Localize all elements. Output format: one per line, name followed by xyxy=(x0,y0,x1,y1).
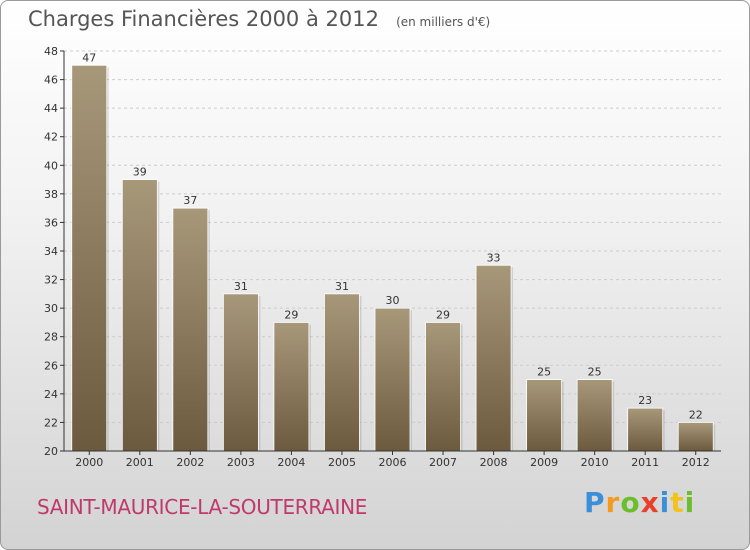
x-tick-label: 2009 xyxy=(530,456,558,469)
y-tick-label: 42 xyxy=(44,131,58,144)
y-tick-label: 44 xyxy=(44,102,58,115)
data-label: 25 xyxy=(588,366,602,379)
x-tick-label: 2005 xyxy=(328,456,356,469)
data-label: 33 xyxy=(487,251,501,264)
y-tick-label: 26 xyxy=(44,359,58,372)
y-tick-label: 34 xyxy=(44,245,58,258)
y-tick-label: 40 xyxy=(44,159,58,172)
data-label: 30 xyxy=(386,294,400,307)
y-tick-label: 32 xyxy=(44,274,58,287)
x-tick-label: 2006 xyxy=(379,456,407,469)
bar-2000 xyxy=(71,64,108,452)
x-tick-label: 2001 xyxy=(126,456,154,469)
y-tick-label: 22 xyxy=(44,416,58,429)
bar-2009 xyxy=(526,379,563,452)
x-tick-label: 2003 xyxy=(227,456,255,469)
x-tick-label: 2012 xyxy=(682,456,710,469)
bar-2006 xyxy=(374,307,411,452)
place-name: SAINT-MAURICE-LA-SOUTERRAINE xyxy=(37,495,368,519)
brand-letter: t xyxy=(670,486,685,519)
title-text: Charges Financières 2000 à 2012 xyxy=(28,7,379,31)
data-label: 29 xyxy=(284,308,298,321)
data-label: 31 xyxy=(335,280,349,293)
bar-2005 xyxy=(324,293,360,452)
bar-2003 xyxy=(222,293,259,452)
bar-2007 xyxy=(425,322,461,452)
data-label: 39 xyxy=(133,166,147,179)
bar-2004 xyxy=(273,322,310,452)
y-tick-label: 48 xyxy=(44,45,58,58)
data-label: 25 xyxy=(537,366,551,379)
y-tick-label: 28 xyxy=(44,331,58,344)
unit-text: (en milliers d'€) xyxy=(396,15,491,29)
bar-2010 xyxy=(576,379,613,452)
brand-letter: i xyxy=(659,486,671,519)
y-tick-label: 36 xyxy=(44,216,58,229)
x-tick-label: 2002 xyxy=(176,456,204,469)
bar-2008 xyxy=(475,264,512,452)
data-label: 29 xyxy=(436,308,450,321)
brand-letter: i xyxy=(684,486,696,519)
y-tick-label: 38 xyxy=(44,188,58,201)
chart-title: Charges Financières 2000 à 2012 (en mill… xyxy=(28,7,490,31)
data-label: 31 xyxy=(234,280,248,293)
bar-2012 xyxy=(677,422,714,452)
data-label: 37 xyxy=(183,194,197,207)
data-label: 23 xyxy=(638,394,652,407)
brand-logo: Proxiti xyxy=(584,486,695,519)
brand-letter: r xyxy=(605,486,621,519)
bar-2002 xyxy=(172,207,209,452)
brand-letter: o xyxy=(620,486,641,519)
x-tick-label: 2007 xyxy=(429,456,457,469)
x-tick-label: 2000 xyxy=(75,456,103,469)
x-tick-label: 2010 xyxy=(581,456,609,469)
bar-2011 xyxy=(627,407,664,452)
brand-letter: x xyxy=(640,486,660,519)
x-tick-label: 2004 xyxy=(277,456,305,469)
data-label: 47 xyxy=(82,51,96,64)
y-tick-label: 20 xyxy=(44,445,58,458)
y-tick-label: 30 xyxy=(44,302,58,315)
y-tick-label: 24 xyxy=(44,388,58,401)
bar-2001 xyxy=(121,179,158,452)
x-tick-label: 2011 xyxy=(631,456,659,469)
brand-letter: P xyxy=(584,486,606,519)
data-label: 22 xyxy=(689,408,703,421)
x-tick-label: 2008 xyxy=(480,456,508,469)
y-tick-label: 46 xyxy=(44,74,58,87)
